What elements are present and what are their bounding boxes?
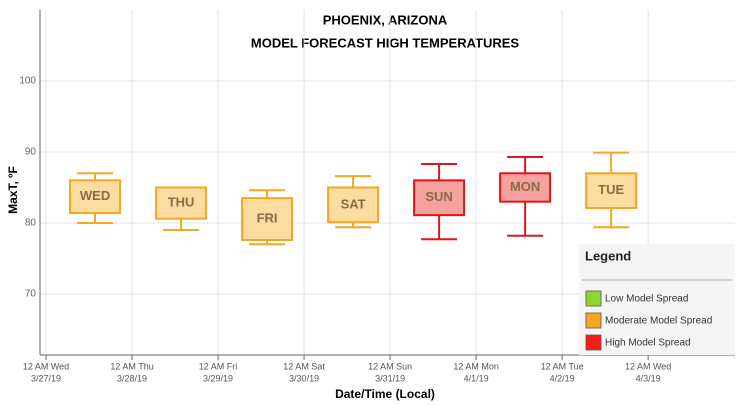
x-tick-label: 3/29/19 [203, 373, 233, 383]
box-label: SUN [425, 189, 452, 204]
x-tick-label: 3/31/19 [375, 373, 405, 383]
legend-swatch [585, 312, 602, 329]
y-tick-label: 80 [25, 218, 37, 229]
box [155, 186, 208, 220]
box-group: SAT [327, 175, 380, 229]
y-tick-label: 100 [19, 76, 36, 87]
legend: Legend Low Model Spread Moderate Model Spr… [579, 244, 735, 355]
x-tick-label: 12 AM Wed [625, 361, 671, 371]
y-tick-label: 90 [25, 147, 37, 158]
box-group: SUN [413, 163, 466, 241]
x-tick-label: 3/30/19 [289, 373, 319, 383]
box-label: THU [168, 195, 195, 210]
x-tick-label: 4/3/19 [636, 373, 661, 383]
x-axis-label: Date/Time (Local) [335, 387, 435, 401]
box [585, 172, 638, 210]
box-label: SAT [341, 196, 366, 211]
x-tick-label: 12 AM Wed [23, 361, 69, 371]
legend-label: Low Model Spread [605, 294, 688, 305]
legend-label: Moderate Model Spread [605, 316, 712, 327]
x-tick-label: 4/2/19 [550, 373, 575, 383]
chart-title: PHOENIX, ARIZONA [323, 12, 448, 27]
x-tick-label: 12 AM Tue [541, 361, 584, 371]
x-tick-label: 4/1/19 [464, 373, 489, 383]
box [499, 172, 552, 203]
box-label: WED [80, 188, 110, 203]
x-tick-label: 3/27/19 [31, 373, 61, 383]
legend-label: High Model Spread [605, 338, 691, 349]
x-tick-label: 3/28/19 [117, 373, 147, 383]
legend-swatch [585, 334, 602, 351]
box [327, 186, 380, 224]
y-axis-label: MaxT, ºF [6, 166, 20, 214]
x-tick-label: 12 AM Sat [283, 361, 325, 371]
box-group: TUE [585, 151, 638, 229]
box-group: MON [499, 155, 552, 237]
box [413, 179, 466, 217]
x-tick-label: 12 AM Mon [453, 361, 499, 371]
box [69, 179, 122, 215]
box-label: TUE [598, 182, 624, 197]
box-label: FRI [257, 210, 278, 225]
x-tick-label: 12 AM Thu [110, 361, 153, 371]
chart-title: MODEL FORECAST HIGH TEMPERATURES [251, 35, 520, 50]
box [241, 197, 294, 241]
box-group: THU [155, 186, 208, 232]
x-tick-label: 12 AM Sun [368, 361, 412, 371]
legend-box [579, 244, 735, 355]
legend-title: Legend [585, 248, 631, 263]
box-group: WED [69, 172, 122, 224]
box-group: FRI [241, 189, 294, 246]
y-tick-label: 70 [25, 289, 37, 300]
legend-swatch [585, 290, 602, 307]
box-label: MON [510, 179, 540, 194]
x-tick-label: 12 AM Fri [199, 361, 238, 371]
